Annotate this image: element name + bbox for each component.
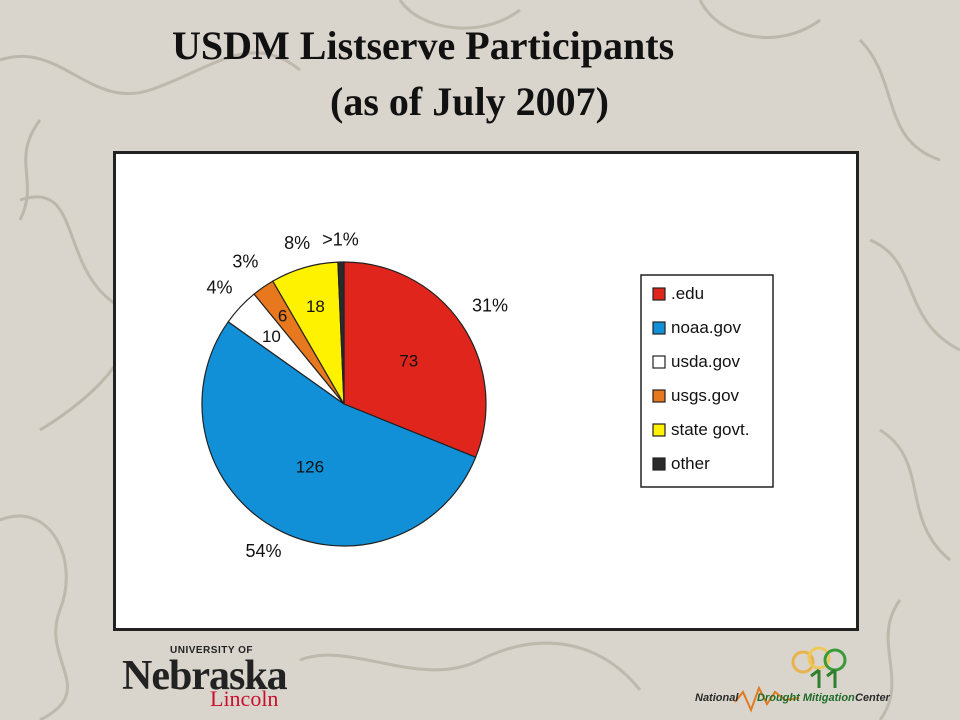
pie-slice-edu (343, 261, 487, 459)
pie-slice-noaa-gov (201, 320, 477, 547)
legend-label-state-govt: state govt. (671, 420, 749, 439)
count-label-edu: 73 (399, 351, 418, 370)
legend-swatch-noaa-gov (652, 321, 666, 335)
count-label-usgs-gov: 6 (278, 306, 287, 325)
pie-slice-other (337, 261, 345, 405)
unl-university-text: UNIVERSITY OF (170, 645, 253, 656)
ndmc-center-text: Center (855, 692, 890, 704)
ndmc-drought-mitigation-text: Drought Mitigation (757, 692, 855, 704)
university-of-nebraska-lincoln-logo: UNIVERSITY OF Nebraska Lincoln (122, 640, 288, 712)
percent-label-other: >1% (322, 229, 359, 249)
count-label-usda-gov: 10 (262, 327, 281, 346)
legend-swatch-state-govt (652, 423, 666, 437)
count-label-noaa-gov: 126 (296, 457, 324, 476)
legend-swatch-usgs-gov (652, 389, 666, 403)
ndmc-tree-icon (734, 646, 847, 713)
percent-label-state-govt: 8% (284, 233, 310, 253)
slide-title-line1: USDM Listserve Participants (172, 23, 675, 68)
legend-swatch-usda-gov (652, 355, 666, 369)
unl-city-text: Lincoln (210, 686, 279, 711)
slide-title-line2: (as of July 2007) (330, 79, 609, 124)
percent-label-noaa-gov: 54% (245, 541, 281, 561)
pie-chart: 73 126 10 6 18 31% 54% 4%3% 8% >1% .edu noaa.gov usd… (201, 229, 774, 561)
ndmc-logo: National Drought Mitigation Center (695, 640, 905, 716)
chart-panel: 73 126 10 6 18 31% 54% 4% 3% 8% >1% .edu noaa.gov usd… (113, 151, 859, 631)
legend-label-edu: .edu (671, 284, 704, 303)
legend-swatch-edu (652, 287, 666, 301)
percent-label-usgs-gov: 3% (232, 252, 258, 272)
legend-swatch-other (652, 457, 666, 471)
percent-label-edu: 31% (472, 296, 508, 316)
legend-box (640, 274, 774, 488)
ndmc-national-text: National (695, 692, 739, 704)
count-label-state-govt: 18 (306, 297, 325, 316)
unl-name-text: Nebraska (122, 653, 288, 699)
legend-label-other: other (671, 454, 710, 473)
legend-label-usgs-gov: usgs.gov (671, 386, 740, 405)
legend-label-usda-gov: usda.gov (671, 352, 740, 371)
legend-label-noaa-gov: noaa.gov (671, 318, 741, 337)
percent-label-usda-gov: 4% (206, 278, 232, 298)
